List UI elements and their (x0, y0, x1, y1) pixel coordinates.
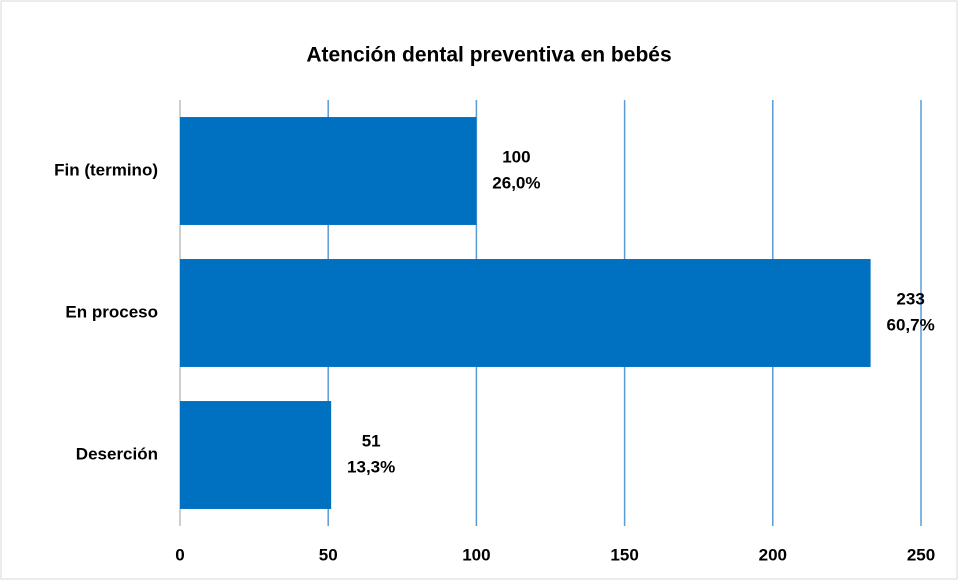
bar (180, 259, 871, 367)
bar (180, 117, 477, 225)
y-tick-label: Fin (termino) (54, 160, 158, 179)
share-label: 26,0% (492, 173, 540, 192)
x-tick-label: 200 (759, 545, 787, 564)
value-label: 51 (362, 431, 381, 450)
y-tick-label: En proceso (65, 302, 158, 321)
chart-title: Atención dental preventiva en bebés (306, 44, 671, 67)
x-tick-label: 0 (175, 545, 184, 564)
y-tick-label: Deserción (76, 444, 158, 463)
share-label: 13,3% (347, 457, 395, 476)
value-label: 233 (896, 289, 924, 308)
value-label: 100 (502, 147, 530, 166)
x-tick-label: 100 (462, 545, 490, 564)
x-tick-label: 50 (319, 545, 338, 564)
share-label: 60,7% (887, 315, 935, 334)
x-tick-label: 250 (907, 545, 935, 564)
x-tick-label: 150 (610, 545, 638, 564)
bar (180, 401, 332, 509)
